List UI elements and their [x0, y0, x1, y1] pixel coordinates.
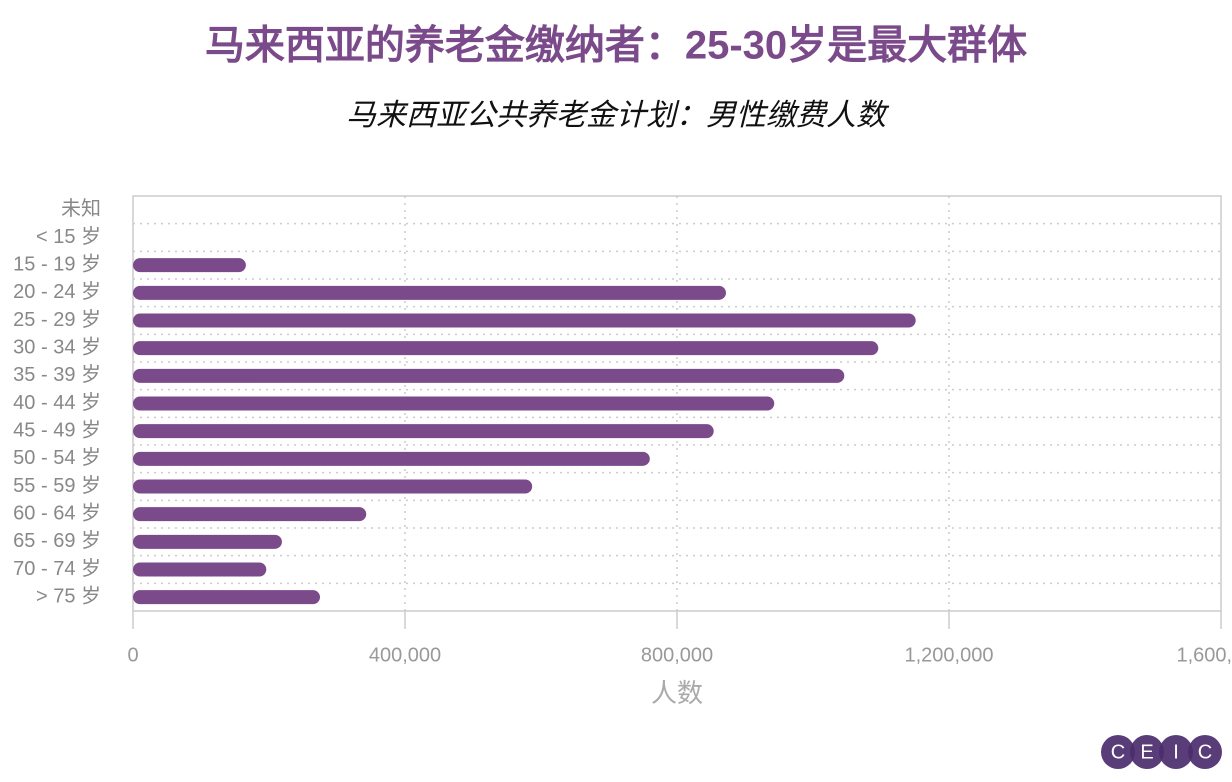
chart-title: 马来西亚的养老金缴纳者：25-30岁是最大群体 [205, 23, 1027, 68]
bar [133, 313, 916, 328]
y-tick-label: 40 - 44 岁 [13, 391, 101, 414]
y-tick-label: > 75 岁 [36, 584, 101, 607]
logo-letter: C [1198, 741, 1212, 763]
bar [133, 479, 533, 494]
bar [133, 258, 246, 273]
y-tick-label: 65 - 69 岁 [13, 529, 101, 552]
y-tick-label: 25 - 29 岁 [13, 308, 101, 331]
bar [133, 534, 282, 549]
bar [133, 368, 845, 383]
x-tick-label: 400,000 [369, 644, 441, 666]
x-tick-label: 1,600,000 [1177, 644, 1232, 666]
bar [133, 396, 775, 411]
y-tick-label: 45 - 49 岁 [13, 418, 101, 441]
chart-subtitle: 马来西亚公共养老金计划：男性缴费人数 [346, 99, 890, 132]
y-tick-label: 20 - 24 岁 [13, 280, 101, 303]
y-tick-label: < 15 岁 [36, 225, 101, 248]
logo-letter: C [1111, 741, 1125, 763]
x-axis-label: 人数 [651, 678, 703, 708]
bar [133, 562, 267, 577]
x-tick-label: 800,000 [641, 644, 713, 666]
bar [133, 285, 726, 300]
bar [133, 590, 320, 605]
x-tick-label: 0 [127, 644, 138, 666]
y-tick-label: 70 - 74 岁 [13, 557, 101, 580]
bar [133, 451, 650, 466]
bar [133, 507, 367, 522]
logo-circle [1159, 735, 1193, 769]
y-tick-label: 15 - 19 岁 [13, 252, 101, 275]
y-tick-label: 未知 [61, 197, 101, 220]
y-tick-label: 30 - 34 岁 [13, 335, 101, 358]
x-tick-label: 1,200,000 [905, 644, 994, 666]
y-tick-label: 35 - 39 岁 [13, 363, 101, 386]
y-tick-label: 55 - 59 岁 [13, 474, 101, 497]
logo-circle [1101, 735, 1135, 769]
logo-circle [1130, 735, 1164, 769]
bar [133, 424, 714, 439]
y-tick-label: 60 - 64 岁 [13, 501, 101, 524]
logo-letter: E [1140, 741, 1153, 763]
y-tick-label: 50 - 54 岁 [13, 446, 101, 469]
logo-circle [1188, 735, 1222, 769]
bar [133, 341, 879, 356]
logo-letter: I [1173, 741, 1179, 763]
